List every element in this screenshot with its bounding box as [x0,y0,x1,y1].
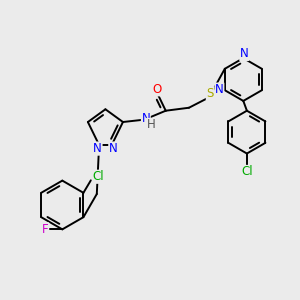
Text: N: N [215,83,224,96]
Text: Cl: Cl [92,170,104,183]
Text: N: N [142,112,150,125]
Text: O: O [152,83,161,96]
Text: N: N [93,142,102,155]
Text: N: N [109,142,118,155]
Text: Cl: Cl [241,165,253,178]
Text: H: H [146,118,155,131]
Text: S: S [206,87,214,100]
Text: N: N [240,47,249,60]
Text: F: F [42,223,49,236]
